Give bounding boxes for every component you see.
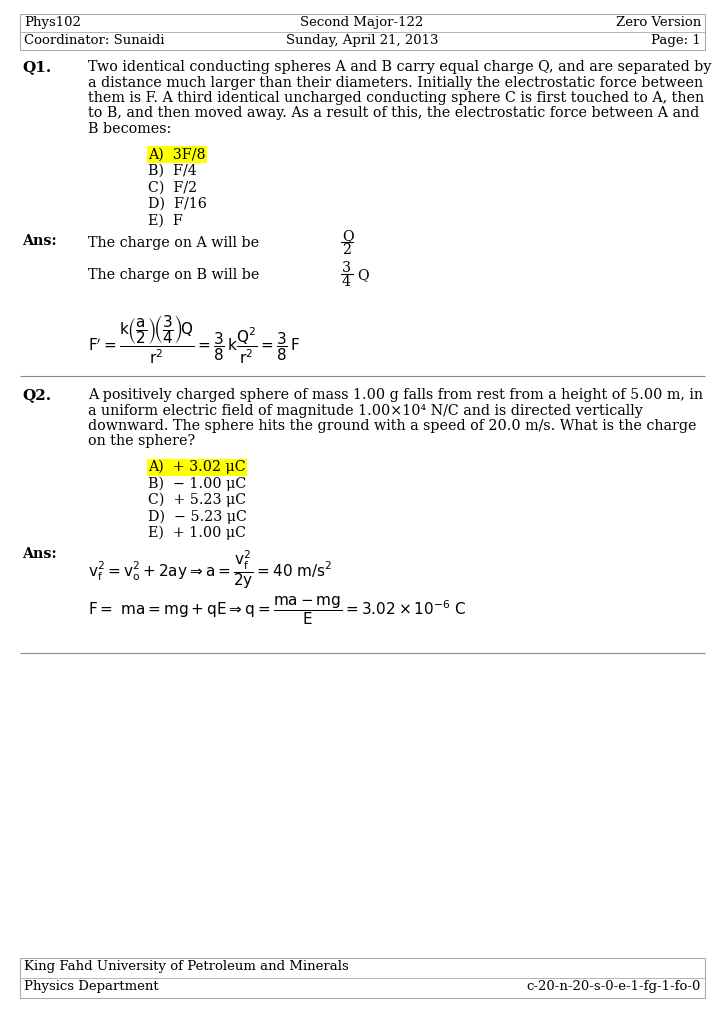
Text: C)  + 5.23 μC: C) + 5.23 μC — [148, 493, 246, 507]
Text: D)  − 5.23 μC: D) − 5.23 μC — [148, 510, 247, 524]
Text: A)  3F/8: A) 3F/8 — [148, 147, 206, 162]
Text: E)  F: E) F — [148, 213, 183, 227]
Text: B becomes:: B becomes: — [88, 122, 171, 136]
Text: Page: 1: Page: 1 — [651, 34, 701, 47]
Bar — [20, 958, 705, 998]
Text: Coordinator: Sunaidi: Coordinator: Sunaidi — [24, 34, 165, 47]
Text: Q1.: Q1. — [22, 60, 51, 74]
Text: on the sphere?: on the sphere? — [88, 434, 195, 449]
Text: Sunday, April 21, 2013: Sunday, April 21, 2013 — [286, 34, 438, 47]
Text: Phys102: Phys102 — [24, 16, 81, 29]
Text: Ans:: Ans: — [22, 547, 57, 560]
Text: Two identical conducting spheres A and B carry equal charge Q, and are separated: Two identical conducting spheres A and B… — [88, 60, 711, 74]
Text: D)  F/16: D) F/16 — [148, 197, 207, 211]
Text: them is F. A third identical uncharged conducting sphere C is first touched to A: them is F. A third identical uncharged c… — [88, 91, 704, 105]
Text: B)  − 1.00 μC: B) − 1.00 μC — [148, 476, 246, 490]
Text: King Fahd University of Petroleum and Minerals: King Fahd University of Petroleum and Mi… — [24, 961, 349, 973]
Text: 4: 4 — [342, 275, 351, 289]
Bar — [20, 14, 705, 50]
Text: A positively charged sphere of mass 1.00 g falls from rest from a height of 5.00: A positively charged sphere of mass 1.00… — [88, 388, 703, 402]
Text: The charge on A will be: The charge on A will be — [88, 236, 259, 250]
Text: 3: 3 — [342, 261, 351, 275]
Text: Ans:: Ans: — [22, 234, 57, 248]
Text: B)  F/4: B) F/4 — [148, 164, 197, 178]
Text: to B, and then moved away. As a result of this, the electrostatic force between : to B, and then moved away. As a result o… — [88, 106, 699, 121]
Text: downward. The sphere hits the ground with a speed of 20.0 m/s. What is the charg: downward. The sphere hits the ground wit… — [88, 419, 697, 433]
Text: 2: 2 — [342, 243, 351, 257]
Text: The charge on B will be: The charge on B will be — [88, 268, 260, 282]
Text: Physics Department: Physics Department — [24, 980, 159, 993]
Text: Q: Q — [342, 229, 354, 243]
Text: $\mathrm{F'} = \dfrac{\mathrm{k}\left(\dfrac{\mathrm{a}}{2}\right)\!\left(\dfrac: $\mathrm{F'} = \dfrac{\mathrm{k}\left(\d… — [88, 314, 300, 367]
Text: A)  + 3.02 μC: A) + 3.02 μC — [148, 460, 246, 474]
Text: E)  + 1.00 μC: E) + 1.00 μC — [148, 526, 246, 541]
Text: $\mathrm{v_f^2 = v_o^2 + 2ay} \Rightarrow \mathrm{a} = \dfrac{\mathrm{v_f^2}}{\m: $\mathrm{v_f^2 = v_o^2 + 2ay} \Rightarro… — [88, 549, 333, 592]
Text: a uniform electric field of magnitude 1.00×10⁴ N/C and is directed vertically: a uniform electric field of magnitude 1.… — [88, 403, 643, 418]
Text: Second Major-122: Second Major-122 — [300, 16, 423, 29]
Text: $\mathrm{F =\ ma = mg + qE} \Rightarrow \mathrm{q} = \dfrac{\mathrm{ma - mg}}{\m: $\mathrm{F =\ ma = mg + qE} \Rightarrow … — [88, 595, 466, 628]
Text: a distance much larger than their diameters. Initially the electrostatic force b: a distance much larger than their diamet… — [88, 76, 703, 89]
Text: Zero Version: Zero Version — [616, 16, 701, 29]
Text: c-20-n-20-s-0-e-1-fg-1-fo-0: c-20-n-20-s-0-e-1-fg-1-fo-0 — [526, 980, 701, 993]
Text: Q2.: Q2. — [22, 388, 51, 402]
Text: Q: Q — [357, 268, 368, 282]
Text: C)  F/2: C) F/2 — [148, 180, 197, 195]
